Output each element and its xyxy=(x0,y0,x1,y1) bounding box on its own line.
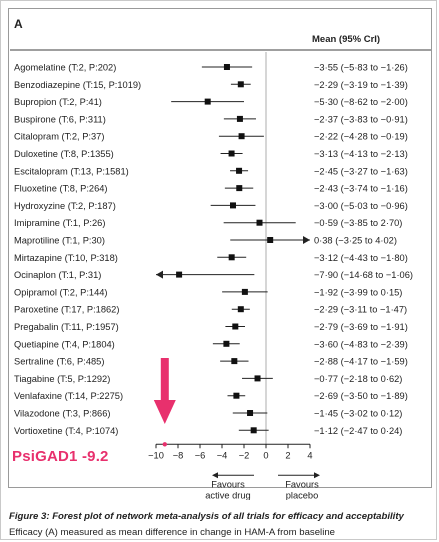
point-estimate xyxy=(238,133,245,140)
row-label: Vilazodone (T:3, P:866) xyxy=(14,409,110,419)
row-label: Ocinaplon (T:1, P:31) xyxy=(14,270,101,280)
row-label: Opipramol (T:2, P:144) xyxy=(14,287,108,297)
row-estimate-text: −1·92 (−3·99 to 0·15) xyxy=(314,287,402,297)
point-estimate xyxy=(237,306,244,313)
row-estimate-text: −2·69 (−3·50 to −1·89) xyxy=(314,391,408,401)
row-estimate-text: −2·88 (−4·17 to −1·59) xyxy=(314,357,408,367)
row-estimate-text: −0·59 (−3·85 to 2·70) xyxy=(314,218,402,228)
figure-caption-title: Figure 3: Forest plot of network meta-an… xyxy=(9,510,429,523)
row-label: Fluoxetine (T:8, P:264) xyxy=(14,184,108,194)
x-tick-label: −4 xyxy=(217,450,228,460)
psigad-annotation-label: PsiGAD1 -9.2 xyxy=(12,448,109,465)
panel-letter: A xyxy=(14,17,23,31)
annotation-arrow xyxy=(153,358,176,424)
row-label: Vortioxetine (T:4, P:1074) xyxy=(14,426,118,436)
ci-arrow-right xyxy=(303,236,310,244)
point-estimate xyxy=(236,115,243,122)
favours-left-arrow-head xyxy=(212,472,218,479)
row-estimate-text: −3·55 (−5·83 to −1·26) xyxy=(314,63,408,73)
row-label: Buspirone (T:6, P:311) xyxy=(14,114,106,124)
row-estimate-text: −2·29 (−3·19 to −1·39) xyxy=(314,80,408,90)
ci-arrow-left xyxy=(156,270,163,279)
row-estimate-text: −3·60 (−4·83 to −2·39) xyxy=(314,339,408,349)
row-label: Escitalopram (T:13, P:1581) xyxy=(14,166,129,176)
row-estimate-text: −5·30 (−8·62 to −2·00) xyxy=(314,97,408,107)
row-estimate-text: −2·22 (−4·28 to −0·19) xyxy=(314,132,408,142)
point-estimate xyxy=(231,358,238,365)
point-estimate xyxy=(250,427,257,434)
figure-label: Figure 3: xyxy=(9,511,50,522)
point-estimate xyxy=(233,392,240,399)
point-estimate xyxy=(230,202,236,209)
figure-caption-subtitle: Efficacy (A) measured as mean difference… xyxy=(9,527,335,538)
row-estimate-text: −2·29 (−3·11 to −1·47) xyxy=(314,305,407,315)
row-estimate-text: −0·77 (−2·18 to 0·62) xyxy=(314,374,402,384)
favours-right-label: Favours xyxy=(285,479,319,489)
point-estimate xyxy=(256,219,263,226)
point-estimate xyxy=(267,237,274,243)
x-tick-label: 2 xyxy=(285,450,290,460)
row-label: Mirtazapine (T:10, P:318) xyxy=(14,253,118,263)
row-label: Sertraline (T:6, P:485) xyxy=(14,357,104,367)
figure-title: Forest plot of network meta-analysis of … xyxy=(52,511,404,522)
x-tick-label: 0 xyxy=(263,450,268,460)
row-estimate-text: −7·90 (−14·68 to −1·06) xyxy=(314,270,413,280)
point-estimate xyxy=(236,185,243,192)
row-label: Hydroxyzine (T:2, P:187) xyxy=(14,201,116,211)
chart-panel xyxy=(8,8,432,488)
row-estimate-text: −2·43 (−3·74 to −1·16) xyxy=(314,184,408,194)
column-header: Mean (95% CrI) xyxy=(312,34,380,45)
favours-right-arrow-head xyxy=(314,472,320,479)
annotation-point xyxy=(162,442,167,447)
row-estimate-text: −1·45 (−3·02 to 0·12) xyxy=(314,409,402,419)
row-label: Citalopram (T:2, P:37) xyxy=(14,132,104,142)
x-tick-label: −8 xyxy=(173,450,184,460)
row-estimate-text: 0·38 (−3·25 to 4·02) xyxy=(314,236,397,246)
point-estimate xyxy=(223,64,230,70)
row-label: Pregabalin (T:11, P:1957) xyxy=(14,322,119,332)
row-label: Paroxetine (T:17, P:1862) xyxy=(14,305,119,315)
point-estimate xyxy=(241,288,248,295)
row-label: Imipramine (T:1, P:26) xyxy=(14,218,105,228)
forest-plot: A Mean (95% CrI) Agomelatine (T:2, P:202… xyxy=(10,17,431,500)
row-estimate-text: −3·12 (−4·43 to −1·80) xyxy=(314,253,408,263)
row-label: Quetiapine (T:4, P:1804) xyxy=(14,339,115,349)
row-label: Venlafaxine (T:14, P:2275) xyxy=(14,391,123,401)
row-estimate-text: −2·79 (−3·69 to −1·91) xyxy=(314,322,408,332)
x-tick-label: 4 xyxy=(307,450,312,460)
row-estimate-text: −1·12 (−2·47 to 0·24) xyxy=(314,426,402,436)
favours-left-label: Favours xyxy=(211,479,245,489)
point-estimate xyxy=(247,410,254,416)
point-estimate xyxy=(254,375,261,382)
point-estimate xyxy=(223,340,230,347)
row-label: Maprotiline (T:1, P:30) xyxy=(14,236,105,246)
row-estimate-text: −3·00 (−5·03 to −0·96) xyxy=(314,201,408,211)
x-tick-label: −2 xyxy=(239,450,250,460)
point-estimate xyxy=(176,271,183,278)
favours-right-label: placebo xyxy=(286,490,319,500)
point-estimate xyxy=(228,254,235,261)
favours-left-label: active drug xyxy=(205,490,250,500)
x-tick-label: −10 xyxy=(148,450,164,460)
row-label: Benzodiazepine (T:15, P:1019) xyxy=(14,80,141,90)
row-estimate-text: −2·45 (−3·27 to −1·63) xyxy=(314,166,408,176)
row-label: Agomelatine (T:2, P:202) xyxy=(14,63,116,73)
point-estimate xyxy=(237,81,244,88)
rows-group: Agomelatine (T:2, P:202) −3·55 (−5·83 to … xyxy=(14,52,413,445)
row-estimate-text: −2·37 (−3·83 to −0·91) xyxy=(314,114,408,124)
x-tick-label: −6 xyxy=(195,450,206,460)
point-estimate xyxy=(228,150,235,157)
point-estimate xyxy=(232,323,239,330)
row-label: Bupropion (T:2, P:41) xyxy=(14,97,102,107)
row-label: Tiagabine (T:5, P:1292) xyxy=(14,374,110,384)
point-estimate xyxy=(204,98,211,105)
row-label: Duloxetine (T:8, P:1355) xyxy=(14,149,114,159)
point-estimate xyxy=(236,167,243,174)
row-estimate-text: −3·13 (−4·13 to −2·13) xyxy=(314,149,408,159)
